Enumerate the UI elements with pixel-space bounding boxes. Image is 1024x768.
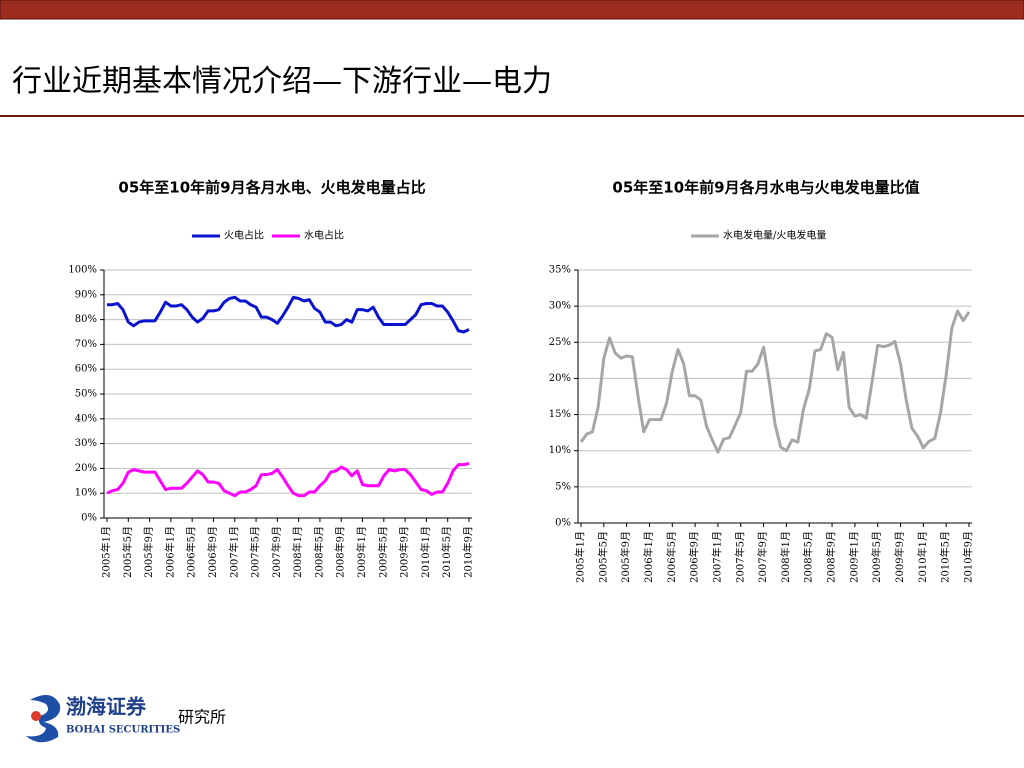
x-tick-label: 2008年1月 bbox=[291, 526, 304, 578]
y-tick-label: 0% bbox=[81, 513, 97, 524]
y-tick-label: 20% bbox=[549, 373, 571, 384]
y-tick-label: 40% bbox=[75, 413, 97, 424]
x-tick-label: 2006年5月 bbox=[665, 531, 678, 583]
x-tick-label: 2010年1月 bbox=[419, 526, 432, 578]
slide-title: 行业近期基本情况介绍—下游行业—电力 bbox=[12, 64, 552, 99]
y-tick-label: 35% bbox=[549, 265, 571, 276]
x-tick-label: 2007年5月 bbox=[249, 526, 262, 578]
x-tick-label: 2009年9月 bbox=[398, 526, 411, 578]
x-tick-label: 2005年9月 bbox=[619, 531, 632, 583]
x-tick-label: 2009年9月 bbox=[893, 531, 906, 583]
x-tick-label: 2009年5月 bbox=[376, 526, 389, 578]
x-tick-label: 2008年1月 bbox=[779, 531, 792, 583]
legend-label: 水电发电量/火电发电量 bbox=[723, 229, 826, 242]
x-tick-label: 2005年5月 bbox=[121, 526, 134, 578]
x-tick-label: 2007年9月 bbox=[270, 526, 283, 578]
y-tick-label: 90% bbox=[75, 289, 97, 300]
x-tick-label: 2007年9月 bbox=[756, 531, 769, 583]
x-tick-label: 2008年9月 bbox=[825, 531, 838, 583]
logo-mark bbox=[26, 695, 61, 743]
x-tick-label: 2007年1月 bbox=[710, 531, 723, 583]
logo-english: BOHAI SECURITIES bbox=[66, 725, 180, 736]
logo-name: 渤海证券 bbox=[66, 695, 147, 719]
chart-title: 05年至10年前9月各月水电、火电发电量占比 bbox=[118, 179, 425, 197]
x-tick-label: 2009年1月 bbox=[847, 531, 860, 583]
x-tick-label: 2006年5月 bbox=[185, 526, 198, 578]
top-bar bbox=[0, 0, 1024, 20]
y-tick-label: 10% bbox=[549, 445, 571, 456]
y-tick-label: 100% bbox=[68, 265, 97, 276]
x-tick-label: 2008年5月 bbox=[802, 531, 815, 583]
data-line bbox=[579, 309, 971, 454]
logo-unit: 研究所 bbox=[178, 708, 226, 727]
x-tick-label: 2005年9月 bbox=[142, 526, 155, 578]
x-tick-label: 2008年9月 bbox=[334, 526, 347, 578]
y-tick-label: 30% bbox=[549, 301, 571, 312]
y-tick-label: 60% bbox=[75, 364, 97, 375]
x-tick-label: 2006年9月 bbox=[688, 531, 701, 583]
x-tick-label: 2010年5月 bbox=[939, 531, 952, 583]
x-tick-label: 2008年5月 bbox=[312, 526, 325, 578]
y-tick-label: 0% bbox=[555, 518, 571, 529]
x-tick-label: 2006年1月 bbox=[163, 526, 176, 578]
y-tick-label: 5% bbox=[555, 481, 571, 492]
y-tick-label: 25% bbox=[549, 337, 571, 348]
x-tick-label: 2010年5月 bbox=[440, 526, 453, 578]
x-tick-label: 2006年9月 bbox=[206, 526, 219, 578]
y-tick-label: 20% bbox=[75, 463, 97, 474]
y-tick-label: 10% bbox=[75, 488, 97, 499]
legend-label: 水电占比 bbox=[304, 229, 344, 242]
logo-dot bbox=[31, 711, 41, 721]
x-tick-label: 2007年1月 bbox=[227, 526, 240, 578]
legend-label: 火电占比 bbox=[224, 229, 264, 242]
y-tick-label: 80% bbox=[75, 314, 97, 325]
x-tick-label: 2005年5月 bbox=[596, 531, 609, 583]
x-tick-label: 2005年1月 bbox=[574, 531, 587, 583]
y-tick-label: 30% bbox=[75, 438, 97, 449]
x-tick-label: 2010年1月 bbox=[916, 531, 929, 583]
y-tick-label: 50% bbox=[75, 389, 97, 400]
y-tick-label: 70% bbox=[75, 339, 97, 350]
chart-title: 05年至10年前9月各月水电与火电发电量比值 bbox=[612, 179, 919, 197]
y-tick-label: 15% bbox=[549, 409, 571, 420]
data-line bbox=[106, 461, 470, 498]
x-tick-label: 2010年9月 bbox=[462, 526, 475, 578]
x-tick-label: 2010年9月 bbox=[962, 531, 975, 583]
logo: 渤海证券 BOHAI SECURITIES 研究所 bbox=[26, 695, 226, 743]
x-tick-label: 2005年1月 bbox=[100, 526, 113, 578]
x-tick-label: 2006年1月 bbox=[642, 531, 655, 583]
x-tick-label: 2007年5月 bbox=[733, 531, 746, 583]
x-tick-label: 2009年5月 bbox=[870, 531, 883, 583]
x-tick-label: 2009年1月 bbox=[355, 526, 368, 578]
data-line bbox=[107, 295, 470, 334]
